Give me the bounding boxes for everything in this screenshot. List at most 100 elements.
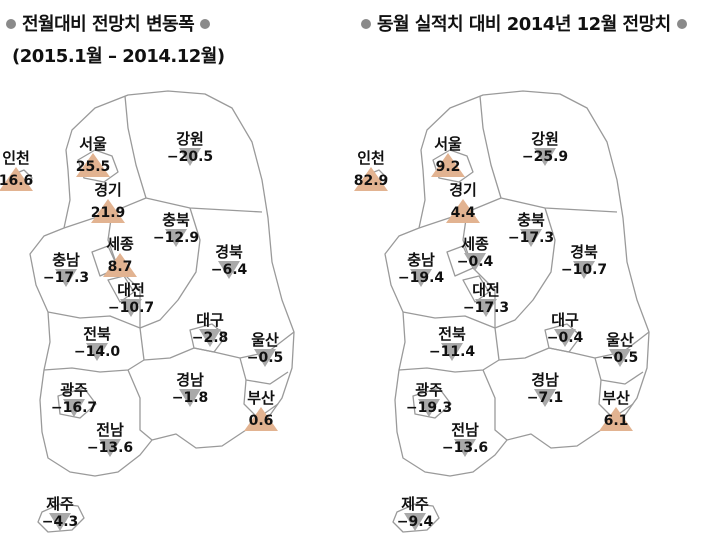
region-value: 8.7 bbox=[107, 259, 133, 275]
region-marker: −11.4 bbox=[420, 343, 484, 367]
region-name: 울산 bbox=[251, 331, 279, 349]
region-value: −4.3 bbox=[41, 514, 79, 530]
border-ulsan bbox=[239, 357, 289, 385]
region-value: 16.6 bbox=[0, 173, 34, 189]
region-name: 대전 bbox=[117, 281, 145, 299]
down-triangle-icon bbox=[418, 399, 440, 417]
region-marker: 25.5 bbox=[61, 153, 125, 177]
down-triangle-icon bbox=[63, 399, 85, 417]
region-label: 강원 −20.5 bbox=[158, 131, 222, 172]
region-marker: −0.5 bbox=[588, 349, 652, 373]
down-triangle-icon bbox=[99, 439, 121, 457]
region-name: 광주 bbox=[60, 381, 88, 399]
region-label: 경남 −1.8 bbox=[158, 372, 222, 413]
region-name: 광주 bbox=[415, 381, 443, 399]
region-name: 경기 bbox=[449, 181, 477, 199]
down-triangle-icon bbox=[86, 343, 108, 361]
region-value: 25.5 bbox=[75, 159, 111, 175]
region-name: 충남 bbox=[407, 251, 435, 269]
region-marker: 82.9 bbox=[339, 167, 403, 191]
region-marker: 6.1 bbox=[584, 407, 648, 431]
border-chungbuk-gyeongbuk bbox=[139, 207, 201, 329]
down-triangle-icon bbox=[454, 439, 476, 457]
region-label: 울산 −0.5 bbox=[588, 332, 652, 373]
down-triangle-icon bbox=[475, 299, 497, 317]
region-name: 인천 bbox=[2, 149, 30, 167]
region-label: 전남 −13.6 bbox=[78, 422, 142, 463]
region-name: 경남 bbox=[531, 371, 559, 389]
region-value: −14.0 bbox=[73, 344, 121, 360]
region-label: 제주 −9.4 bbox=[383, 496, 447, 537]
region-label: 경북 −6.4 bbox=[197, 244, 261, 285]
region-value: −9.4 bbox=[396, 514, 434, 530]
border-daejeon bbox=[462, 275, 490, 303]
mainland-outline bbox=[29, 90, 295, 477]
region-value: −10.7 bbox=[107, 300, 155, 316]
panel-title: 동월 실적치 대비 2014년 12월 전망치 bbox=[359, 10, 693, 36]
region-label: 대전 −10.7 bbox=[99, 282, 163, 323]
region-name: 충남 bbox=[52, 251, 80, 269]
down-triangle-icon bbox=[534, 389, 556, 407]
down-triangle-icon bbox=[179, 148, 201, 166]
region-value: −17.3 bbox=[507, 230, 555, 246]
region-value: −2.8 bbox=[191, 330, 229, 346]
region-value: 82.9 bbox=[353, 173, 389, 189]
region-value: −17.3 bbox=[462, 300, 510, 316]
region-name: 대구 bbox=[196, 311, 224, 329]
border-jeonnam bbox=[127, 369, 153, 441]
down-triangle-icon bbox=[464, 253, 486, 271]
region-name: 대구 bbox=[551, 311, 579, 329]
region-name: 강원 bbox=[176, 130, 204, 148]
bullet-dot-icon bbox=[6, 18, 16, 29]
down-triangle-icon bbox=[179, 389, 201, 407]
border-gyeonggi-south bbox=[63, 197, 263, 229]
region-label: 충남 −19.4 bbox=[389, 252, 453, 293]
region-name: 충북 bbox=[162, 211, 190, 229]
up-triangle-icon bbox=[0, 167, 33, 191]
region-label: 충남 −17.3 bbox=[34, 252, 98, 293]
region-marker: −0.4 bbox=[443, 253, 507, 277]
region-value: −12.9 bbox=[152, 230, 200, 246]
region-marker: −12.9 bbox=[144, 229, 208, 253]
region-value: 21.9 bbox=[90, 205, 126, 221]
region-value: 0.6 bbox=[248, 413, 274, 429]
region-label: 세종 8.7 bbox=[88, 236, 152, 277]
bullet-dot-icon bbox=[200, 18, 211, 29]
region-label: 경기 4.4 bbox=[431, 182, 495, 223]
region-label: 전북 −14.0 bbox=[65, 326, 129, 367]
region-marker: −1.8 bbox=[158, 389, 222, 413]
region-name: 경남 bbox=[176, 371, 204, 389]
region-marker: −10.7 bbox=[99, 299, 163, 323]
region-label: 경기 21.9 bbox=[76, 182, 140, 223]
down-triangle-icon bbox=[199, 329, 221, 347]
region-marker: −0.5 bbox=[233, 349, 297, 373]
panel-title: 전월대비 전망치 변동폭 bbox=[4, 10, 216, 36]
region-name: 서울 bbox=[79, 135, 107, 153]
region-name: 인천 bbox=[357, 149, 385, 167]
panel-subtitle: (2015.1월 – 2014.12월) bbox=[12, 46, 225, 67]
region-label: 광주 −16.7 bbox=[42, 382, 106, 423]
up-triangle-icon bbox=[76, 153, 110, 177]
region-marker: −9.4 bbox=[383, 513, 447, 537]
border-gyeonggi-gangwon bbox=[124, 95, 147, 199]
region-marker: −14.0 bbox=[65, 343, 129, 367]
down-triangle-icon bbox=[441, 343, 463, 361]
region-value: −7.1 bbox=[526, 390, 564, 406]
region-label: 서울 9.2 bbox=[416, 136, 480, 177]
region-marker: −13.6 bbox=[78, 439, 142, 463]
region-label: 강원 −25.9 bbox=[513, 131, 577, 172]
region-label: 대전 −17.3 bbox=[454, 282, 518, 323]
region-marker: −25.9 bbox=[513, 148, 577, 172]
region-value: −0.5 bbox=[601, 350, 639, 366]
up-triangle-icon bbox=[446, 199, 480, 223]
down-triangle-icon bbox=[404, 513, 426, 531]
region-marker: −10.7 bbox=[552, 261, 616, 285]
region-marker: 9.2 bbox=[416, 153, 480, 177]
up-triangle-icon bbox=[244, 407, 278, 431]
down-triangle-icon bbox=[165, 229, 187, 247]
region-marker: −13.6 bbox=[433, 439, 497, 463]
region-marker: −19.4 bbox=[389, 269, 453, 293]
region-name: 전북 bbox=[438, 325, 466, 343]
region-name: 제주 bbox=[46, 495, 74, 513]
border-gwangju bbox=[57, 387, 97, 419]
